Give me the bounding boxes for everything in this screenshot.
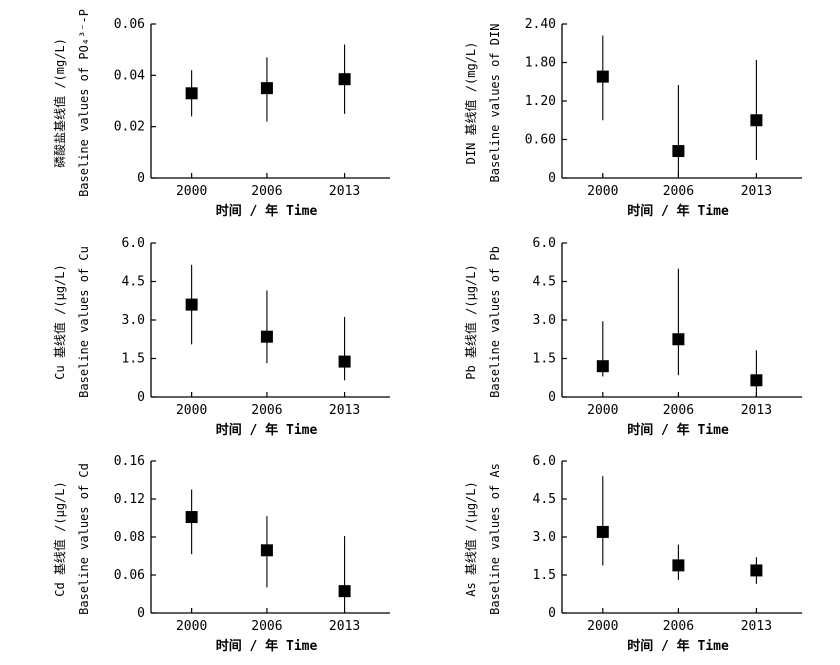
data-point: [596, 525, 609, 538]
y-tick-label: 1.20: [525, 94, 556, 109]
x-tick-label: 2006: [251, 619, 282, 634]
data-point: [750, 114, 763, 127]
x-tick-label: 2013: [329, 619, 360, 634]
y-tick-label: 0: [137, 606, 145, 621]
data-point: [596, 360, 609, 373]
y-tick-label: 0.08: [114, 530, 145, 545]
x-tick-label: 2013: [329, 184, 360, 199]
y-tick-label: 4.5: [122, 275, 145, 290]
data-point: [185, 298, 198, 311]
x-tick-label: 2006: [663, 184, 694, 199]
y-tick-label: 0: [137, 171, 145, 186]
data-point: [750, 374, 763, 387]
chart-panel-b: 0 0.60 1.20 1.80 2.40 2000 2006 2013 时间 / 年 Time…: [463, 17, 802, 219]
x-tick-label: 2000: [587, 619, 618, 634]
y-tick-label: 0.02: [114, 120, 145, 135]
y-axis-title-cn: Pb 基线值 /(μg/L): [463, 264, 478, 379]
x-tick-label: 2013: [741, 403, 772, 418]
x-tick-label: 2013: [741, 619, 772, 634]
y-axis-title-en: Baseline values of DIN: [488, 24, 502, 183]
y-tick-label: 3.0: [533, 530, 556, 545]
y-tick-label: 3.0: [533, 313, 556, 328]
x-tick-label: 2013: [329, 403, 360, 418]
data-point: [596, 70, 609, 83]
x-axis-title: 时间 / 年 Time: [216, 422, 318, 438]
y-tick-label: 0: [548, 390, 556, 405]
y-tick-label: 3.0: [122, 313, 145, 328]
chart-panel-e: 0 0.06 0.08 0.12 0.16 2000 2006 2013 时间 / 年 Time…: [52, 454, 390, 654]
x-axis-title: 时间 / 年 Time: [627, 422, 729, 438]
y-tick-label: 6.0: [122, 236, 145, 251]
y-axis-title-cn: Cu 基线值 /(μg/L): [52, 264, 67, 379]
chart-panel-a: 0 0.02 0.04 0.06 2000 2006 2013 时间 / 年 Time 磷酸盐基…: [52, 9, 390, 219]
data-point: [338, 73, 351, 86]
x-axis-title: 时间 / 年 Time: [627, 638, 729, 654]
y-axis-title-cn: DIN 基线值 /(mg/L): [463, 42, 478, 165]
x-tick-label: 2000: [176, 403, 207, 418]
y-tick-label: 0.12: [114, 492, 145, 507]
y-tick-label: 4.5: [533, 275, 556, 290]
y-tick-label: 1.5: [122, 352, 145, 367]
data-point: [260, 82, 273, 95]
data-point: [672, 333, 685, 346]
data-point: [260, 544, 273, 557]
x-axis-title: 时间 / 年 Time: [216, 203, 318, 219]
y-tick-label: 6.0: [533, 236, 556, 251]
y-tick-label: 0.06: [114, 568, 145, 583]
y-axis-title-en: Baseline values of Pb: [488, 246, 502, 398]
x-axis-title: 时间 / 年 Time: [627, 203, 729, 219]
y-tick-label: 0.16: [114, 454, 145, 469]
y-tick-label: 0.60: [525, 133, 556, 148]
x-tick-label: 2006: [251, 184, 282, 199]
y-tick-label: 0.04: [114, 68, 145, 83]
y-axis-title-cn: Cd 基线值 /(μg/L): [52, 481, 67, 596]
x-axis-title: 时间 / 年 Time: [216, 638, 318, 654]
y-tick-label: 0.06: [114, 17, 145, 32]
y-axis-title-en: Baseline values of As: [488, 463, 502, 615]
data-point: [672, 145, 685, 158]
y-tick-label: 4.5: [533, 492, 556, 507]
y-tick-label: 6.0: [533, 454, 556, 469]
y-tick-label: 0: [548, 606, 556, 621]
data-point: [672, 559, 685, 572]
chart-panel-f: 0 1.5 3.0 4.5 6.0 2000 2006 2013 时间 / 年 Time As 基…: [463, 454, 802, 654]
chart-panel-d: 0 1.5 3.0 4.5 6.0 2000 2006 2013 时间 / 年 Time Pb 基…: [463, 236, 802, 438]
data-point: [185, 511, 198, 524]
data-point: [260, 330, 273, 343]
chart-panel-c: 0 1.5 3.0 4.5 6.0 2000 2006 2013 时间 / 年 Time Cu 基…: [52, 236, 390, 438]
y-axis-title-cn: 磷酸盐基线值 /(mg/L): [52, 38, 67, 168]
data-point: [338, 355, 351, 368]
x-tick-label: 2000: [176, 619, 207, 634]
x-tick-label: 2000: [176, 184, 207, 199]
data-point: [750, 564, 763, 577]
y-tick-label: 0: [548, 171, 556, 186]
y-tick-label: 2.40: [525, 17, 556, 32]
x-tick-label: 2000: [587, 403, 618, 418]
y-tick-label: 0: [137, 390, 145, 405]
x-tick-label: 2013: [741, 184, 772, 199]
y-tick-label: 1.5: [533, 568, 556, 583]
data-point: [338, 585, 351, 598]
y-axis-title-en: Baseline values of Cu: [77, 246, 91, 398]
y-axis-title-en: Baseline values of PO₄³⁻-P: [77, 9, 91, 197]
y-axis-title-en: Baseline values of Cd: [77, 463, 91, 615]
x-tick-label: 2000: [587, 184, 618, 199]
data-point: [185, 87, 198, 100]
x-tick-label: 2006: [663, 619, 694, 634]
y-axis-title-cn: As 基线值 /(μg/L): [463, 481, 478, 596]
x-tick-label: 2006: [251, 403, 282, 418]
y-tick-label: 1.5: [533, 352, 556, 367]
y-tick-label: 1.80: [525, 56, 556, 71]
x-tick-label: 2006: [663, 403, 694, 418]
